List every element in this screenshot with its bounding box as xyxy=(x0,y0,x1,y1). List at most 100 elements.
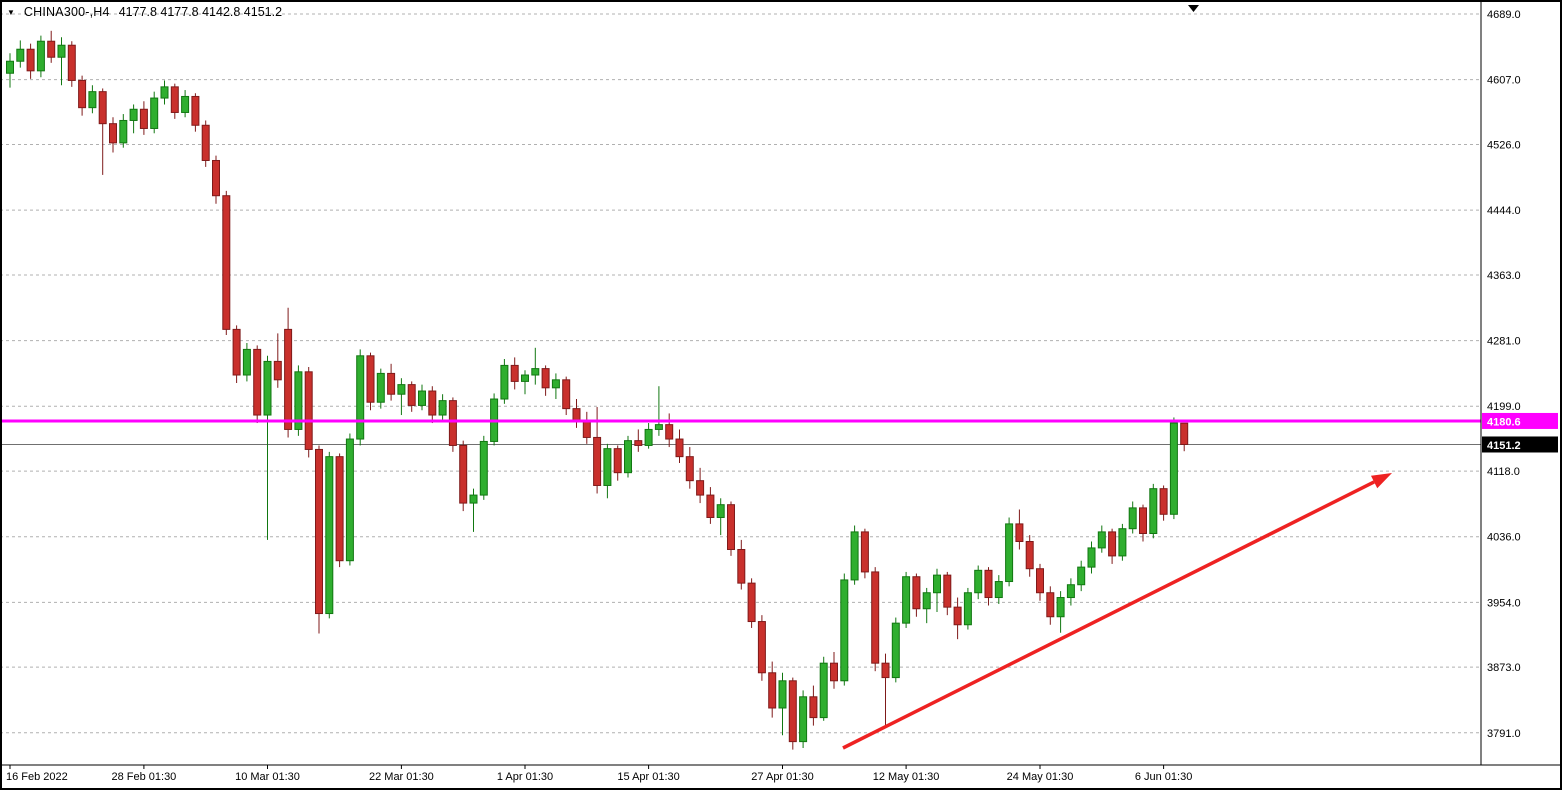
candle xyxy=(36,35,45,78)
candle xyxy=(88,85,97,114)
candle xyxy=(376,368,385,409)
candle xyxy=(613,445,622,481)
candle xyxy=(685,447,694,489)
candle xyxy=(1015,509,1024,550)
candle xyxy=(1169,417,1178,520)
candle-body xyxy=(974,569,983,594)
candle-body xyxy=(78,79,87,109)
candle xyxy=(109,117,117,153)
current-price-tag-label: 4151.2 xyxy=(1487,440,1521,452)
candle-body xyxy=(953,606,962,626)
candle-body xyxy=(1066,584,1075,599)
candle xyxy=(510,357,519,390)
candle xyxy=(181,90,190,118)
candle xyxy=(603,443,612,499)
candle-body xyxy=(1077,566,1086,586)
candle xyxy=(541,365,550,396)
candle xyxy=(397,378,406,416)
candle xyxy=(490,393,499,446)
candle xyxy=(1066,578,1075,606)
candle xyxy=(26,43,35,79)
candle-body xyxy=(284,328,293,430)
candle-body xyxy=(799,696,808,743)
candle-body xyxy=(1149,488,1158,534)
candle xyxy=(428,386,437,424)
candle-body xyxy=(778,680,787,709)
candle xyxy=(531,347,540,385)
candle-body xyxy=(1005,523,1014,583)
candle-body xyxy=(1015,523,1024,543)
candle-body xyxy=(871,571,880,664)
candle-body xyxy=(273,360,282,381)
scroll-to-end-icon[interactable] xyxy=(1188,5,1199,12)
price-tick-label: 4526.0 xyxy=(1487,139,1521,151)
price-tick-label: 3873.0 xyxy=(1487,662,1521,674)
candle xyxy=(1139,504,1147,542)
candle xyxy=(850,525,859,585)
candle-body xyxy=(624,440,632,474)
candle xyxy=(98,88,107,175)
candle-body xyxy=(98,91,107,125)
date-tick-label: 1 Apr 01:30 xyxy=(497,771,553,783)
candle xyxy=(263,355,272,540)
candle-body xyxy=(129,108,138,121)
candle xyxy=(448,397,457,452)
candle xyxy=(294,365,303,436)
candle-body xyxy=(212,159,220,197)
date-tick-label: 10 Mar 01:30 xyxy=(235,771,300,783)
candle xyxy=(479,435,488,500)
candle xyxy=(47,30,56,63)
candle-body xyxy=(57,44,66,58)
candle xyxy=(253,345,262,424)
chart-header: ▼ CHINA300-,H4 4177.8 4177.8 4142.8 4151… xyxy=(7,5,282,19)
candle-body xyxy=(16,48,25,62)
candle xyxy=(1046,586,1055,625)
candle-body xyxy=(706,494,715,518)
candle-body xyxy=(840,579,849,682)
candle-body xyxy=(716,504,725,518)
candle-body xyxy=(325,456,334,615)
candle xyxy=(912,573,921,617)
price-tick-label: 4363.0 xyxy=(1487,270,1521,282)
candle-body xyxy=(1056,597,1065,618)
candle-body xyxy=(500,364,509,400)
candle-body xyxy=(644,428,653,446)
candle-body xyxy=(6,60,14,74)
candle-body xyxy=(562,379,571,410)
candle-body xyxy=(315,448,323,615)
current-price-tag xyxy=(1482,436,1558,453)
candle xyxy=(1128,501,1137,534)
date-tick-label: 16 Feb 2022 xyxy=(6,771,68,783)
candle-body xyxy=(521,374,529,382)
candle-body xyxy=(788,680,797,743)
candle xyxy=(634,429,643,452)
ohlc-readout: 4177.8 4177.8 4142.8 4151.2 xyxy=(118,5,283,19)
candle-body xyxy=(438,400,447,416)
candle-body xyxy=(469,494,478,504)
candle xyxy=(1036,563,1044,601)
candle-body xyxy=(366,355,375,403)
candle-body xyxy=(242,348,251,376)
candle xyxy=(747,578,756,628)
candle xyxy=(315,445,323,634)
candle-body xyxy=(984,569,993,599)
candle-body xyxy=(860,531,869,573)
candle-body xyxy=(654,424,663,430)
candle xyxy=(222,190,231,335)
trend-arrow-line[interactable] xyxy=(842,480,1375,750)
candle-body xyxy=(1159,488,1168,515)
candle xyxy=(469,488,478,532)
candle xyxy=(665,413,674,448)
candle-body xyxy=(922,592,931,610)
candle xyxy=(984,567,993,606)
candle xyxy=(860,528,869,579)
candle-body xyxy=(768,672,777,709)
candle xyxy=(654,386,663,436)
candle-body xyxy=(356,355,365,440)
candle-body xyxy=(201,124,210,161)
candle-body xyxy=(26,48,35,72)
candle-body xyxy=(891,622,900,679)
candle-body xyxy=(912,576,921,610)
